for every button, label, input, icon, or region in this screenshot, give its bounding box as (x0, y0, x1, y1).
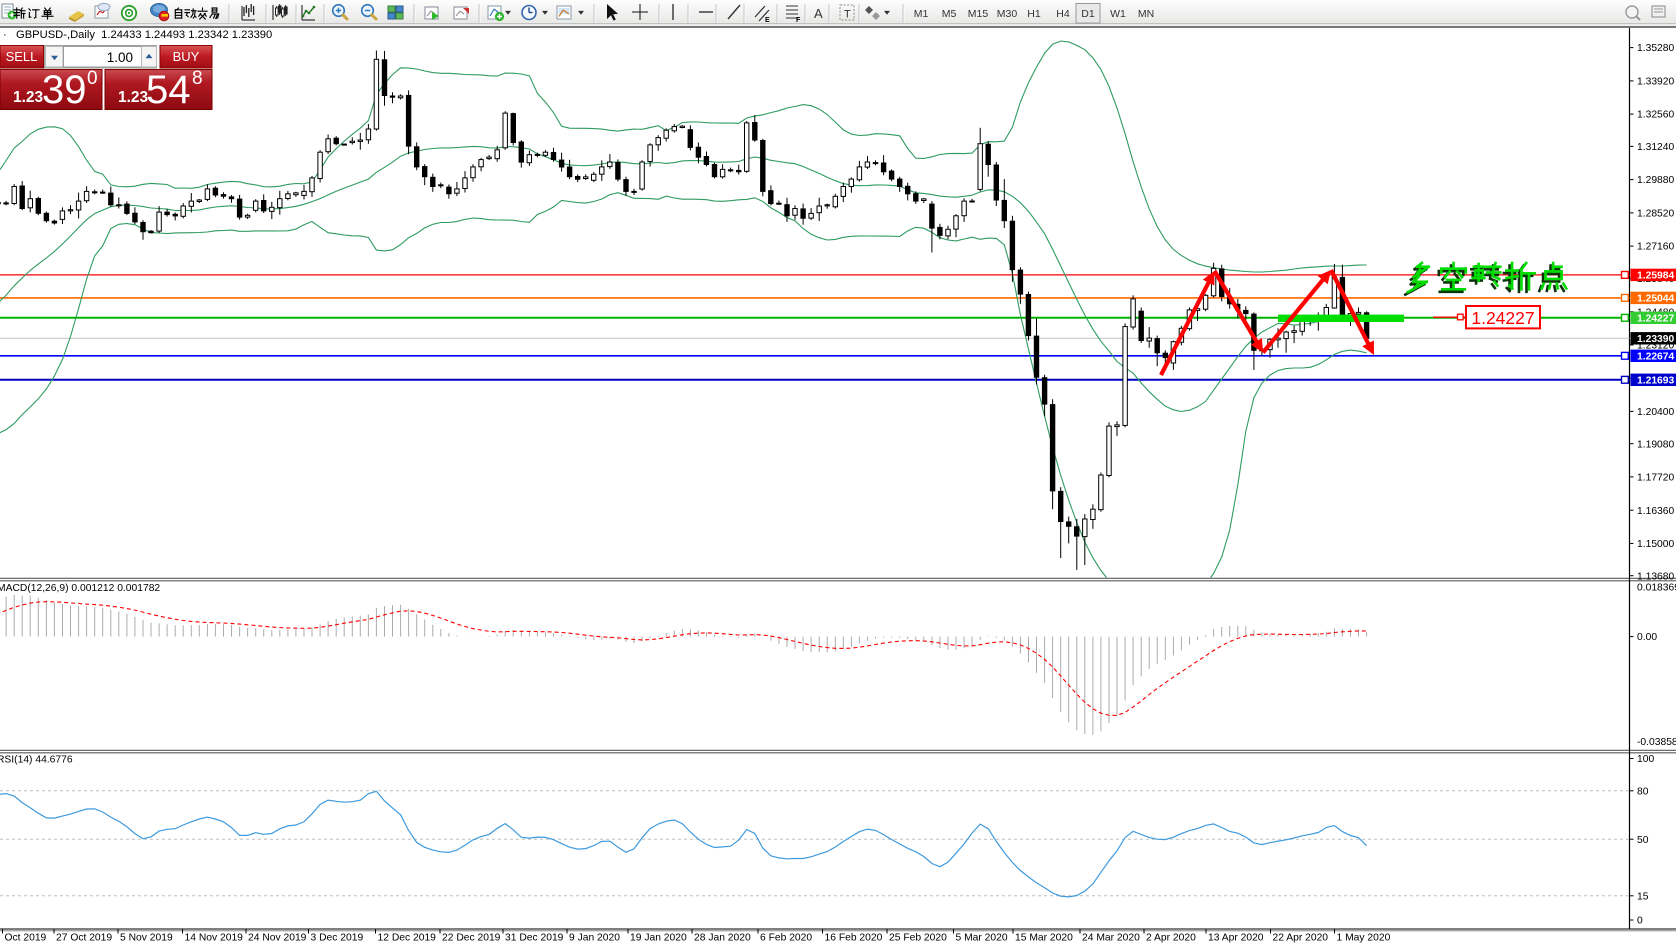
svg-text:F: F (796, 17, 801, 24)
svg-text:1.23: 1.23 (13, 89, 44, 106)
svg-text:3 Dec 2019: 3 Dec 2019 (311, 933, 364, 943)
svg-text:100: 100 (1637, 754, 1654, 765)
svg-text:12 Dec 2019: 12 Dec 2019 (378, 933, 437, 943)
svg-text:1.29880: 1.29880 (1637, 175, 1674, 186)
svg-text:27 Oct 2019: 27 Oct 2019 (56, 933, 112, 943)
svg-text:0.00: 0.00 (1637, 632, 1657, 643)
svg-text:25 Feb 2020: 25 Feb 2020 (889, 933, 947, 943)
svg-text:1.00: 1.00 (107, 50, 133, 65)
svg-text:22 Apr 2020: 22 Apr 2020 (1273, 933, 1329, 943)
svg-text:1.27160: 1.27160 (1637, 242, 1674, 253)
svg-text:15 Mar 2020: 15 Mar 2020 (1015, 933, 1073, 943)
svg-text:H1: H1 (1027, 8, 1041, 20)
svg-text:50: 50 (1637, 835, 1649, 846)
svg-text:1.25044: 1.25044 (1637, 294, 1674, 305)
svg-text:Oct 2019: Oct 2019 (5, 933, 47, 943)
svg-text:MN: MN (1138, 8, 1154, 20)
svg-text:28 Jan 2020: 28 Jan 2020 (694, 933, 751, 943)
svg-text:SELL: SELL (6, 49, 38, 64)
svg-text:14 Nov 2019: 14 Nov 2019 (185, 933, 244, 943)
svg-text:1.35280: 1.35280 (1637, 43, 1674, 54)
svg-text:1.33920: 1.33920 (1637, 77, 1674, 88)
svg-text:1.19080: 1.19080 (1637, 439, 1674, 450)
svg-text:1.23: 1.23 (118, 89, 149, 106)
svg-text:1.24227: 1.24227 (1471, 308, 1534, 328)
svg-text:1.21693: 1.21693 (1637, 376, 1674, 387)
svg-text:RSI(14) 44.6776: RSI(14) 44.6776 (0, 755, 73, 766)
svg-text:6 Feb 2020: 6 Feb 2020 (760, 933, 812, 943)
svg-text:1.31240: 1.31240 (1637, 142, 1674, 153)
svg-text:A: A (814, 6, 823, 21)
svg-text:24 Mar 2020: 24 Mar 2020 (1082, 933, 1140, 943)
svg-text:M1: M1 (914, 8, 929, 20)
svg-text:T: T (844, 9, 851, 21)
svg-text:1 May 2020: 1 May 2020 (1337, 933, 1391, 943)
svg-text:1.15000: 1.15000 (1637, 539, 1674, 550)
svg-text:1.16360: 1.16360 (1637, 506, 1674, 517)
svg-text:54: 54 (146, 68, 191, 112)
svg-text:M30: M30 (997, 8, 1018, 20)
svg-text:24 Nov 2019: 24 Nov 2019 (248, 933, 307, 943)
svg-text:W1: W1 (1110, 8, 1126, 20)
svg-text:M5: M5 (942, 8, 957, 20)
svg-text:GBPUSD-,Daily 1.24433 1.24493: GBPUSD-,Daily 1.24433 1.24493 1.23342 1.… (16, 29, 272, 41)
svg-text:16 Feb 2020: 16 Feb 2020 (825, 933, 883, 943)
svg-text:5 Mar 2020: 5 Mar 2020 (956, 933, 1008, 943)
svg-text:19 Jan 2020: 19 Jan 2020 (630, 933, 687, 943)
svg-text:9 Jan 2020: 9 Jan 2020 (569, 933, 620, 943)
svg-text:15: 15 (1637, 891, 1649, 902)
svg-text:H4: H4 (1056, 8, 1070, 20)
svg-text:1.28520: 1.28520 (1637, 209, 1674, 220)
svg-text:·: · (3, 29, 7, 41)
svg-text:8: 8 (192, 68, 203, 89)
svg-text:13 Apr 2020: 13 Apr 2020 (1208, 933, 1264, 943)
svg-text:80: 80 (1637, 786, 1649, 797)
svg-text:1.32560: 1.32560 (1637, 110, 1674, 121)
svg-text:M15: M15 (968, 8, 989, 20)
svg-text:D1: D1 (1081, 8, 1095, 20)
svg-text:0: 0 (87, 68, 98, 89)
svg-text:1.20400: 1.20400 (1637, 407, 1674, 418)
svg-text:-0.038585: -0.038585 (1637, 737, 1676, 748)
svg-text:1.17720: 1.17720 (1637, 473, 1674, 484)
svg-text:1.24227: 1.24227 (1637, 314, 1674, 325)
svg-text:0.018369: 0.018369 (1637, 583, 1676, 594)
svg-text:1.25984: 1.25984 (1637, 271, 1674, 282)
svg-text:31 Dec 2019: 31 Dec 2019 (505, 933, 564, 943)
svg-text:5 Nov 2019: 5 Nov 2019 (120, 933, 173, 943)
svg-text:22 Dec 2019: 22 Dec 2019 (442, 933, 501, 943)
svg-text:1.23390: 1.23390 (1637, 334, 1674, 345)
svg-text:E: E (765, 17, 770, 24)
svg-text:0: 0 (1637, 916, 1643, 927)
svg-text:2 Apr 2020: 2 Apr 2020 (1146, 933, 1196, 943)
svg-text:39: 39 (42, 68, 87, 112)
svg-text:MACD(12,26,9) 0.001212 0.00178: MACD(12,26,9) 0.001212 0.001782 (0, 583, 160, 594)
svg-text:BUY: BUY (173, 49, 200, 64)
svg-text:1.13680: 1.13680 (1637, 571, 1674, 582)
svg-text:1.23120: 1.23120 (1637, 341, 1674, 352)
svg-text:1.22674: 1.22674 (1637, 352, 1674, 363)
